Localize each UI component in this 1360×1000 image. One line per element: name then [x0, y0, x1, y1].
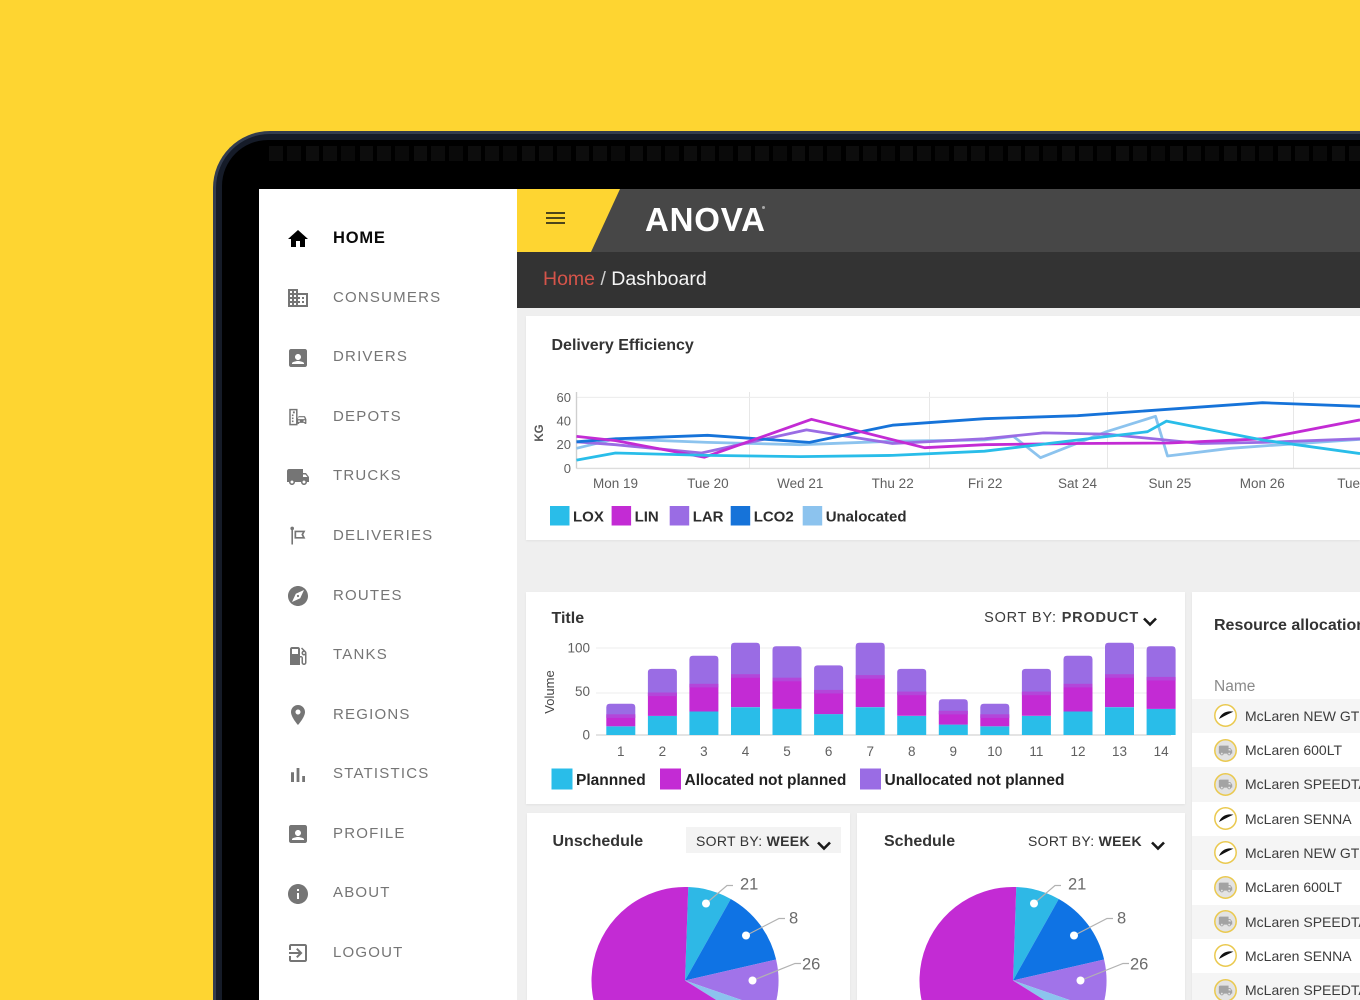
svg-text:21: 21 [1068, 876, 1086, 894]
svg-text:0: 0 [582, 728, 590, 743]
svg-text:Tue 20: Tue 20 [687, 476, 729, 491]
svg-text:8: 8 [789, 910, 798, 928]
svg-text:26: 26 [802, 956, 820, 974]
svg-text:8: 8 [1117, 910, 1126, 928]
svg-text:Fri 22: Fri 22 [968, 476, 1003, 491]
svg-text:50: 50 [575, 684, 590, 699]
svg-text:Thu 22: Thu 22 [872, 476, 914, 491]
svg-text:40: 40 [557, 414, 571, 429]
svg-text:LAR: LAR [693, 509, 724, 526]
svg-text:Sat 24: Sat 24 [1058, 476, 1098, 491]
svg-text:100: 100 [567, 641, 590, 656]
svg-text:Tue: Tue [1337, 476, 1360, 491]
svg-text:13: 13 [1112, 744, 1127, 759]
svg-text:6: 6 [825, 744, 833, 759]
svg-text:7: 7 [866, 744, 874, 759]
svg-text:LIN: LIN [635, 509, 659, 526]
svg-text:Wed 21: Wed 21 [777, 476, 823, 491]
svg-text:9: 9 [950, 744, 958, 759]
svg-text:10: 10 [987, 744, 1002, 759]
svg-text:4: 4 [742, 744, 750, 759]
svg-text:0: 0 [564, 461, 571, 476]
svg-text:Unallocated not planned: Unallocated not planned [885, 772, 1065, 789]
svg-text:14: 14 [1154, 744, 1170, 759]
svg-text:8: 8 [908, 744, 916, 759]
svg-text:26: 26 [1130, 956, 1148, 974]
svg-text:11: 11 [1029, 744, 1043, 759]
svg-text:Allocated not planned: Allocated not planned [685, 772, 847, 789]
svg-text:5: 5 [783, 744, 791, 759]
svg-text:3: 3 [700, 744, 708, 759]
svg-text:Mon 26: Mon 26 [1240, 476, 1285, 491]
svg-text:Plannned: Plannned [576, 772, 646, 789]
svg-text:Mon 19: Mon 19 [593, 476, 638, 491]
svg-text:60: 60 [557, 390, 571, 405]
svg-text:21: 21 [740, 876, 758, 894]
svg-text:1: 1 [617, 744, 625, 759]
svg-text:LOX: LOX [573, 509, 604, 526]
svg-text:LCO2: LCO2 [754, 509, 794, 526]
svg-text:2: 2 [659, 744, 667, 759]
svg-text:12: 12 [1070, 744, 1085, 759]
svg-text:KG: KG [534, 424, 546, 441]
svg-text:Sun 25: Sun 25 [1149, 476, 1192, 491]
svg-text:20: 20 [557, 437, 571, 452]
svg-text:Volume: Volume [542, 670, 557, 713]
svg-text:Unalocated: Unalocated [826, 509, 907, 526]
